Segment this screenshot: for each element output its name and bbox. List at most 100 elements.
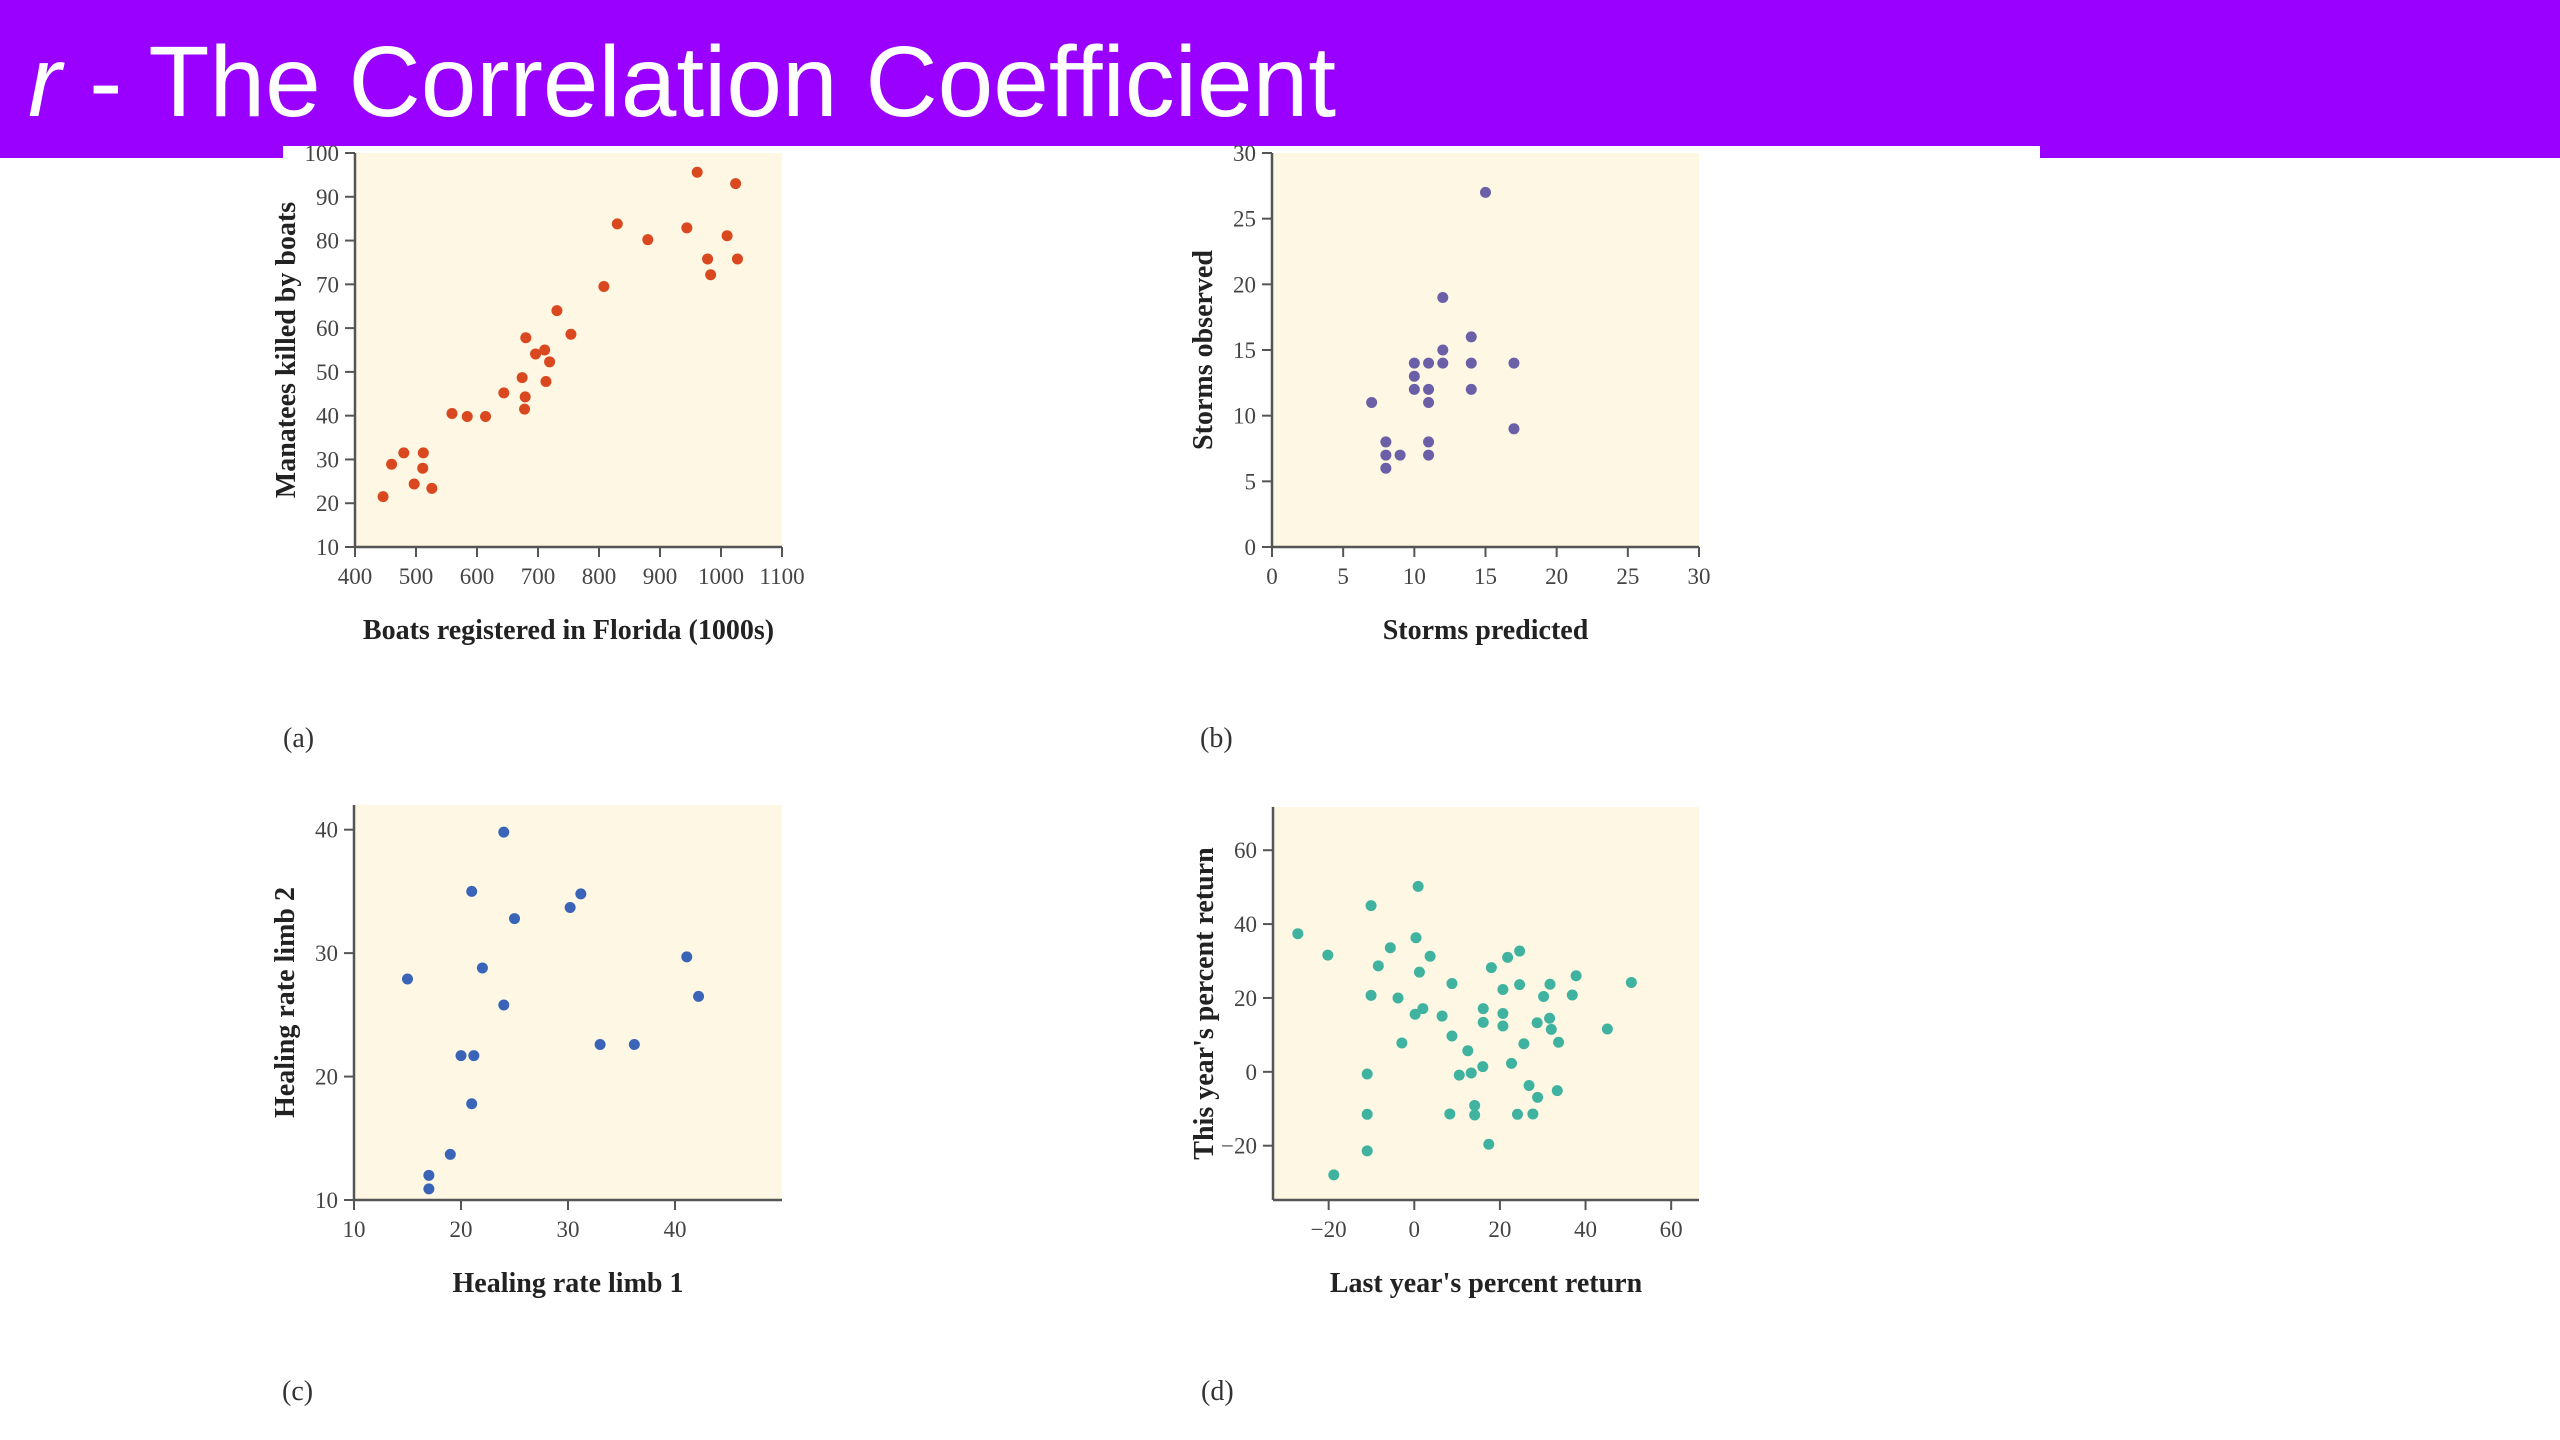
y-tick-label: 20 (316, 491, 339, 516)
data-point (446, 407, 458, 419)
data-point (1396, 1037, 1408, 1049)
data-point (466, 885, 478, 897)
data-point (1372, 960, 1384, 972)
data-point (1423, 357, 1435, 369)
data-point (1423, 449, 1435, 461)
data-point (1365, 989, 1377, 1001)
data-point (1446, 978, 1458, 990)
data-point (1423, 436, 1435, 448)
data-point (1465, 383, 1477, 395)
data-point (1384, 942, 1396, 954)
scatterplot-3: 10 20 30 40 10 20 30 40 Healing rate limb 1 Heali… (270, 805, 782, 1407)
x-tick-label: 10 (343, 1217, 366, 1242)
data-point (540, 376, 552, 388)
data-point (408, 478, 420, 490)
x-axis-label: Last year's percent return (1330, 1268, 1643, 1299)
data-point (530, 348, 542, 360)
x-tick-label: 1100 (759, 564, 804, 589)
y-tick-label: 10 (316, 535, 339, 560)
y-tick-label: 60 (316, 316, 339, 341)
x-tick-label: −20 (1311, 1217, 1347, 1242)
data-point (520, 332, 532, 344)
x-tick-label: 5 (1337, 564, 1349, 589)
x-axis-label: Boats registered in Florida (1000s) (363, 615, 774, 646)
data-point (1361, 1145, 1373, 1157)
y-axis-label: Storms observed (1188, 250, 1219, 450)
scatterplot-1: 400 500 600 700 800 900 1000 1100 10 20 30 40 50 60 70… (271, 141, 805, 754)
plot-background (1273, 807, 1699, 1200)
y-tick-label: 15 (1233, 338, 1256, 363)
data-point (519, 403, 531, 415)
x-tick-label: 600 (460, 564, 495, 589)
data-point (681, 951, 693, 963)
data-point (642, 234, 654, 246)
data-point (426, 482, 438, 494)
data-point (693, 990, 705, 1002)
x-tick-label: 40 (664, 1217, 687, 1242)
data-point (1469, 1109, 1481, 1121)
y-tick-label: 0 (1245, 535, 1257, 560)
data-point (1328, 1169, 1340, 1181)
y-tick-label: 10 (1233, 404, 1256, 429)
data-point (519, 391, 531, 403)
data-point (611, 218, 623, 230)
data-point (509, 913, 520, 925)
data-point (1392, 992, 1404, 1004)
data-point (386, 458, 398, 470)
data-point (1553, 1036, 1565, 1048)
data-point (1462, 1045, 1474, 1057)
data-point (551, 305, 563, 317)
y-tick-label: 70 (316, 272, 339, 297)
title-text: - The Correlation Coefficient (61, 26, 1337, 138)
x-tick-label: 400 (338, 564, 373, 589)
data-point (1453, 1069, 1465, 1081)
data-point (544, 356, 556, 368)
data-point (705, 269, 717, 281)
data-point (1497, 1007, 1509, 1019)
data-point (539, 344, 551, 356)
data-point (417, 447, 429, 459)
y-tick-label: 0 (1246, 1060, 1258, 1085)
y-tick-label: 50 (316, 360, 339, 385)
data-point (1545, 1023, 1557, 1035)
data-point (1508, 423, 1520, 435)
y-tick-label: 20 (1234, 986, 1257, 1011)
x-tick-label: 500 (399, 564, 434, 589)
x-tick-label: 25 (1616, 564, 1639, 589)
data-point (1511, 1108, 1523, 1120)
data-point (1469, 1099, 1481, 1111)
data-point (1424, 950, 1436, 962)
x-tick-label: 60 (1660, 1217, 1683, 1242)
x-tick-label: 700 (521, 564, 556, 589)
data-point (498, 826, 510, 838)
data-point (730, 178, 742, 190)
data-point (1514, 979, 1526, 991)
data-point (466, 1098, 478, 1110)
y-axis-label: Healing rate limb 2 (270, 887, 301, 1118)
data-point (423, 1183, 435, 1195)
x-axis-label: Healing rate limb 1 (453, 1268, 684, 1299)
plot-background (1272, 153, 1699, 547)
data-point (516, 372, 528, 384)
data-point (1532, 1091, 1544, 1103)
data-point (1366, 397, 1378, 409)
data-point (1365, 900, 1377, 912)
data-point (1409, 1008, 1421, 1020)
y-tick-label: 25 (1233, 207, 1256, 232)
data-point (1408, 383, 1420, 395)
data-point (1485, 962, 1497, 974)
data-point (1551, 1085, 1563, 1097)
data-point (1465, 331, 1477, 343)
data-point (628, 1038, 640, 1050)
panel-label: (a) (283, 723, 314, 754)
panel-label: (d) (1201, 1376, 1234, 1407)
x-tick-label: 15 (1474, 564, 1497, 589)
data-point (1497, 983, 1509, 995)
panel-label: (c) (282, 1376, 313, 1407)
data-point (1380, 462, 1392, 474)
data-point (377, 491, 389, 503)
y-tick-label: 20 (315, 1065, 338, 1090)
y-tick-label: 40 (315, 818, 338, 843)
panel-label: (b) (1200, 723, 1233, 754)
